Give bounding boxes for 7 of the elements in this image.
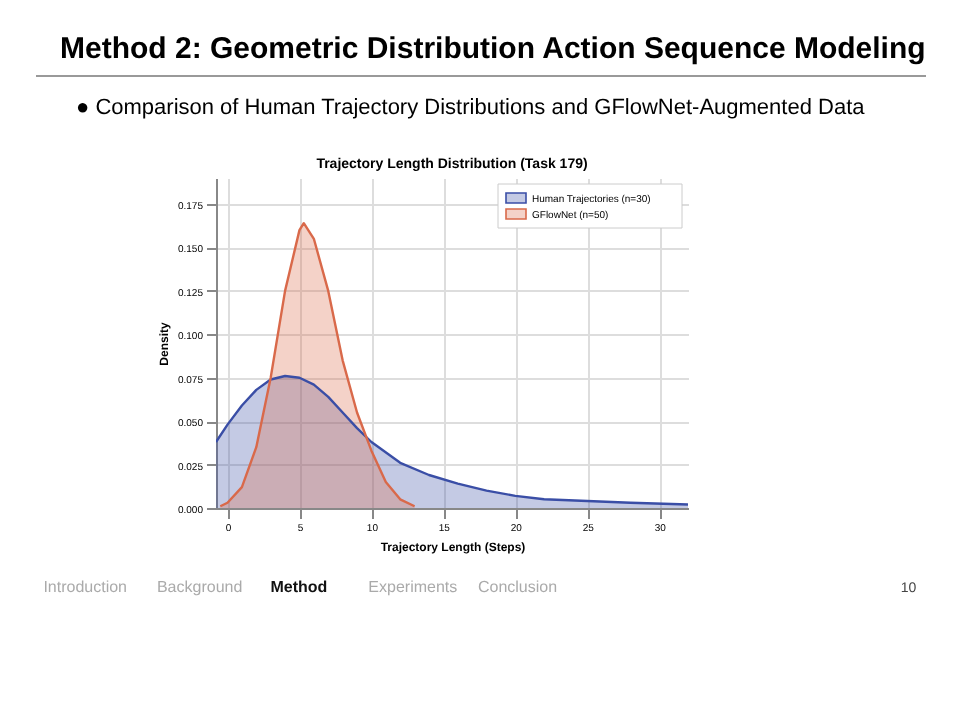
text: Experiments [368,578,458,596]
text: ● Comparison of Human Trajectory Distributions and GFlowNet-Augmented Data [76,96,867,120]
text: Introduction [43,578,128,596]
text: Background [156,578,243,596]
text: Method [270,578,328,596]
text: Conclusion [477,578,558,596]
text: Method 2: Geometric Distribution Action Sequence Modeling [60,32,926,66]
